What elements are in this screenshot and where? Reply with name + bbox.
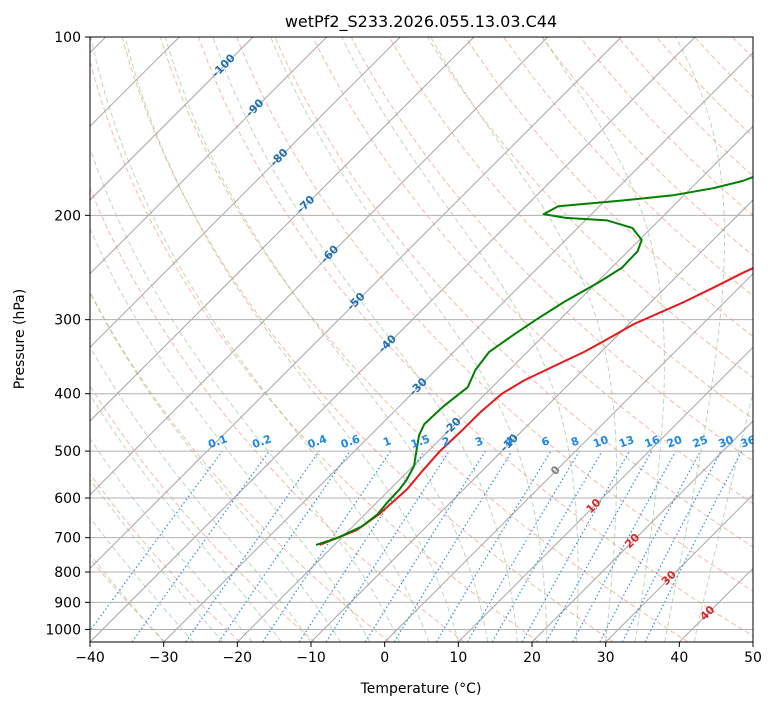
y-tick-label: 100 [54,30,81,46]
x-tick-label: −30 [149,650,179,666]
x-tick-label: 0 [380,650,389,666]
x-tick-label: 20 [523,650,541,666]
y-axis-label: Pressure (hPa) [12,289,28,389]
y-tick-label: 600 [54,491,81,507]
y-tick-label: 200 [54,208,81,224]
y-tick-label: 300 [54,313,81,329]
x-tick-label: 40 [670,650,688,666]
chart-title: wetPf2_S233.2026.055.13.03.C44 [285,12,557,32]
x-axis-label: Temperature (°C) [360,681,482,697]
x-tick-label: −10 [296,650,326,666]
y-tick-label: 800 [54,565,81,581]
y-tick-label: 1000 [45,622,81,638]
y-tick-label: 700 [54,531,81,547]
x-tick-label: 30 [597,650,615,666]
x-tick-label: −40 [75,650,105,666]
y-tick-label: 900 [54,595,81,611]
x-tick-label: 10 [449,650,467,666]
y-tick-label: 400 [54,387,81,403]
x-tick-label: 50 [744,650,762,666]
y-tick-label: 500 [54,444,81,460]
x-tick-label: −20 [223,650,253,666]
